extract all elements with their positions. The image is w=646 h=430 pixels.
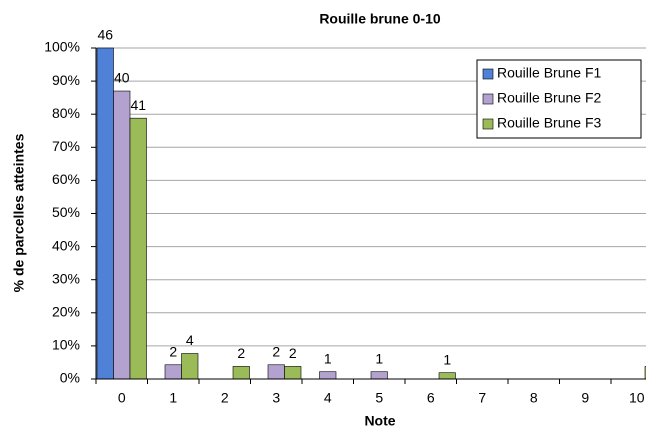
data-label: 40 bbox=[114, 70, 130, 86]
bar bbox=[284, 366, 302, 380]
x-tick-label: 5 bbox=[375, 390, 383, 406]
x-tick-label: 9 bbox=[581, 390, 589, 406]
legend-swatch bbox=[482, 93, 494, 105]
legend-label: Rouille Brune F1 bbox=[497, 65, 601, 81]
y-tick-label: 60% bbox=[52, 171, 80, 187]
legend-box bbox=[476, 59, 642, 139]
bar bbox=[129, 117, 147, 380]
x-tick-label: 3 bbox=[272, 390, 280, 406]
x-tick-label: 2 bbox=[221, 390, 229, 406]
y-tick-label: 30% bbox=[52, 270, 80, 286]
x-tick-label: 1 bbox=[169, 390, 177, 406]
y-tick-label: 70% bbox=[52, 138, 80, 154]
y-axis-label: % de parcelles atteintes bbox=[11, 133, 27, 292]
data-label: 1 bbox=[375, 350, 383, 366]
data-label: 2 bbox=[169, 343, 177, 359]
bar bbox=[164, 364, 182, 380]
data-label: 2 bbox=[272, 343, 280, 359]
data-label: 4 bbox=[186, 332, 194, 348]
y-tick-label: 20% bbox=[52, 304, 80, 320]
y-tick-label: 10% bbox=[52, 337, 80, 353]
bar bbox=[232, 366, 250, 380]
x-tick-label: 0 bbox=[118, 390, 126, 406]
bar bbox=[181, 353, 199, 380]
x-tick-label: 7 bbox=[478, 390, 486, 406]
x-tick-label: 8 bbox=[530, 390, 538, 406]
y-tick-label: 100% bbox=[44, 39, 80, 55]
bar bbox=[370, 371, 388, 380]
data-label: 2 bbox=[289, 345, 297, 361]
bar bbox=[96, 47, 114, 380]
y-tick-label: 40% bbox=[52, 237, 80, 253]
x-tick-label: 10 bbox=[629, 390, 645, 406]
y-tick-label: 0% bbox=[60, 370, 80, 386]
y-tick-label: 50% bbox=[52, 204, 80, 220]
y-tick-label: 80% bbox=[52, 105, 80, 121]
x-tick-label: 6 bbox=[427, 390, 435, 406]
x-tick-label: 4 bbox=[324, 390, 332, 406]
bar bbox=[438, 372, 456, 380]
bar bbox=[113, 90, 131, 380]
legend-label: Rouille Brune F2 bbox=[497, 90, 601, 106]
data-label: 46 bbox=[97, 27, 113, 43]
y-tick-label: 90% bbox=[52, 72, 80, 88]
legend-swatch bbox=[482, 68, 494, 80]
x-axis-label: Note bbox=[364, 413, 395, 429]
legend-swatch bbox=[482, 118, 494, 130]
data-label: 2 bbox=[237, 345, 245, 361]
bar bbox=[319, 371, 337, 380]
chart-title: Rouille brune 0-10 bbox=[319, 11, 441, 27]
legend-label: Rouille Brune F3 bbox=[497, 115, 601, 131]
data-label: 41 bbox=[130, 97, 146, 113]
bar bbox=[267, 364, 285, 380]
data-label: 1 bbox=[324, 350, 332, 366]
data-label: 1 bbox=[443, 351, 451, 367]
